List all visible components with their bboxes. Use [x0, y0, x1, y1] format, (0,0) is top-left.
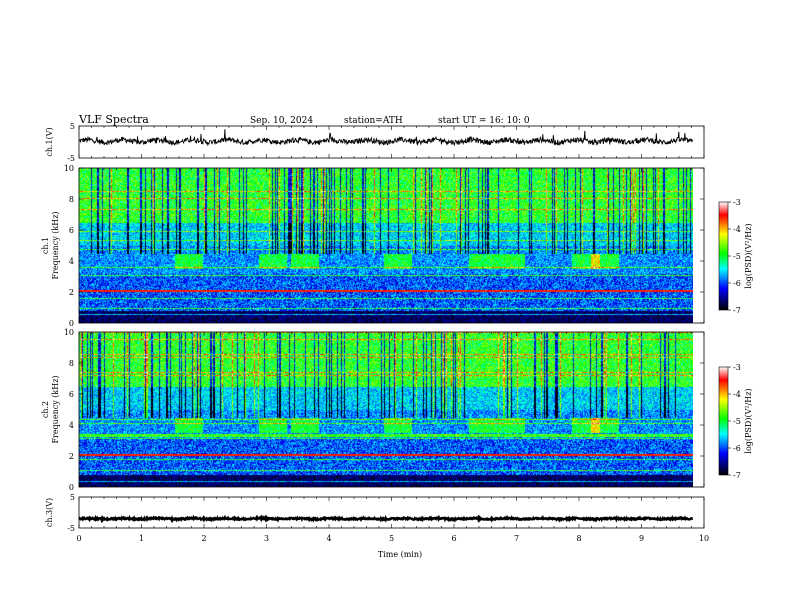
- start-time-label: start UT = 16: 10: 0: [438, 116, 530, 126]
- spectrogram-image: [79, 168, 693, 323]
- x-tick-label: 5: [389, 534, 394, 543]
- y-tick-label: 6: [69, 226, 74, 235]
- x-tick-label: 6: [451, 534, 456, 543]
- ch2-spectrogram-panel: 0 2 4 6 8 10 ch.2Frequency (kHz): [41, 328, 705, 492]
- colorbar-tick-label: -5: [733, 252, 741, 261]
- y-tick-label: 10: [64, 328, 74, 337]
- y-tick-label: 4: [69, 421, 74, 430]
- panel-frame: [78, 496, 705, 529]
- y-tick-label: 0: [69, 319, 74, 328]
- x-tick-label: 2: [201, 534, 206, 543]
- colorbar-tick-label: -4: [733, 390, 741, 399]
- colorbar-label: log(PSD)(V²/Hz): [744, 223, 753, 288]
- spectrogram-image: [79, 332, 693, 487]
- colorbar-label: log(PSD)(V²/Hz): [744, 388, 753, 453]
- ch3-waveform-panel: 5 -5 ch.3(V): [45, 493, 705, 533]
- date-label: Sep. 10, 2024: [250, 116, 313, 126]
- y-tick-label: -5: [67, 524, 75, 533]
- y-axis-label: ch.2Frequency (kHz): [41, 375, 60, 443]
- waveform-trace: [78, 514, 694, 524]
- y-axis-label: ch.3(V): [45, 498, 54, 527]
- colorbar-tick-label: -6: [733, 444, 741, 453]
- ch1-spectrogram-panel: 0 2 4 6 8 10 ch.1Frequency (kHz): [41, 164, 705, 328]
- x-tick-label: 10: [699, 534, 709, 543]
- y-axis-label: ch.1Frequency (kHz): [41, 211, 60, 279]
- y-tick-label: 8: [69, 359, 74, 368]
- y-tick-label: 2: [69, 288, 74, 297]
- y-tick-label: 8: [69, 195, 74, 204]
- colorbar-gradient: [718, 201, 729, 311]
- x-tick-label: 8: [576, 534, 581, 543]
- colorbar-tick-label: -7: [733, 471, 741, 480]
- time-axis: 0 1 2 3 4 5 6 7 8 9 10: [76, 534, 709, 543]
- colorbar-tick-label: -4: [733, 225, 741, 234]
- x-tick-label: 7: [514, 534, 519, 543]
- x-tick-label: 9: [639, 534, 644, 543]
- colorbar-tick-label: -6: [733, 279, 741, 288]
- ch2-colorbar: -3 -4 -5 -6 -7 log(PSD)(V²/Hz): [718, 363, 753, 480]
- x-axis-label: Time (min): [378, 550, 422, 559]
- y-tick-label: 5: [70, 493, 75, 502]
- x-tick-label: 4: [326, 534, 331, 543]
- ch1-colorbar: -3 -4 -5 -6 -7 log(PSD)(V²/Hz): [718, 198, 753, 315]
- colorbar-tick-label: -5: [733, 417, 741, 426]
- y-tick-label: 10: [64, 164, 74, 173]
- y-tick-label: 5: [70, 122, 75, 131]
- x-tick-label: 3: [264, 534, 269, 543]
- y-axis-label: ch.1(V): [45, 127, 54, 156]
- y-tick-label: -5: [67, 154, 75, 163]
- colorbar-tick-label: -7: [733, 306, 741, 315]
- colorbar-gradient: [718, 366, 729, 476]
- y-tick-label: 6: [69, 390, 74, 399]
- y-tick-label: 2: [69, 452, 74, 461]
- colorbar-tick-label: -3: [733, 363, 741, 372]
- station-label: station=ATH: [344, 116, 403, 126]
- y-tick-label: 0: [69, 483, 74, 492]
- chart-title: VLF Spectra: [78, 113, 149, 126]
- y-tick-label: 4: [69, 257, 74, 266]
- x-tick-label: 1: [139, 534, 144, 543]
- x-tick-label: 0: [76, 534, 81, 543]
- colorbar-tick-label: -3: [733, 198, 741, 207]
- ch1-waveform-panel: 5 -5 ch.1(V): [45, 122, 705, 163]
- waveform-trace: [79, 129, 693, 147]
